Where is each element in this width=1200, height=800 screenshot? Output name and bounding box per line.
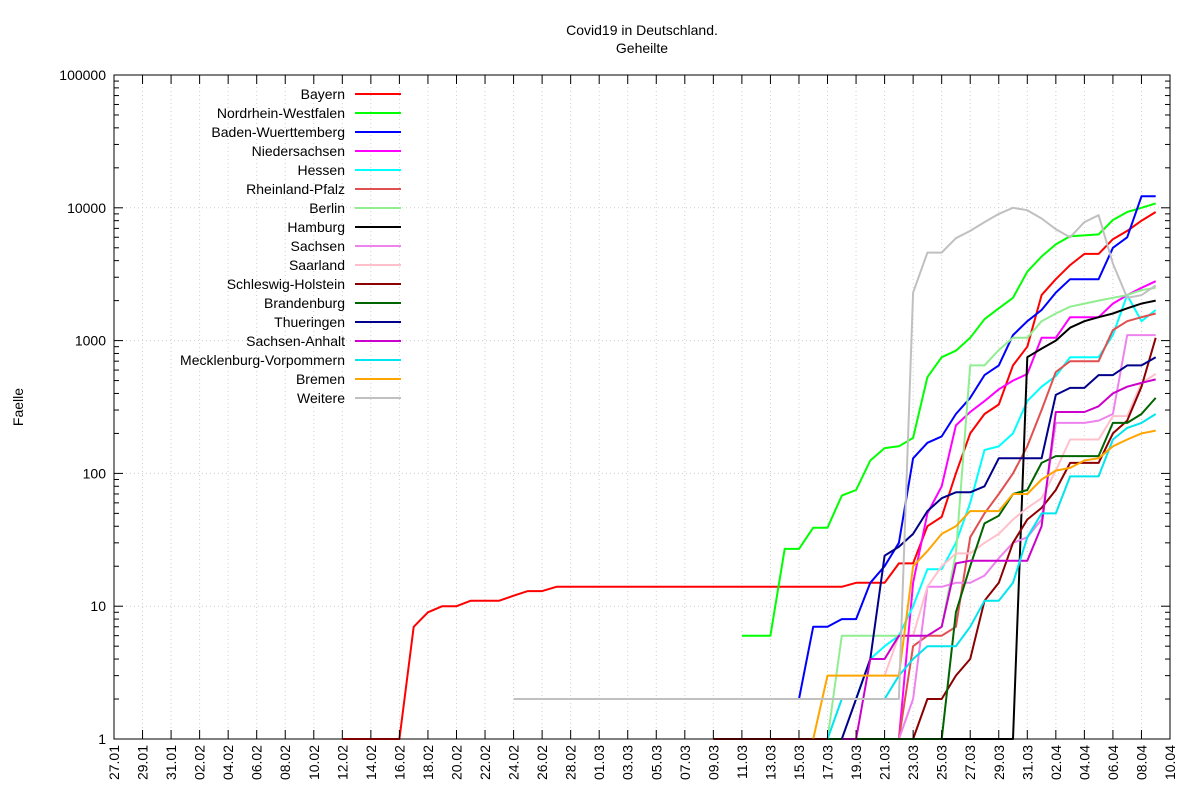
x-tick-label: 26.02 xyxy=(534,745,550,780)
x-axis: 27.01 29.01 31.01 02.02 04.02 06.02 08.02 10.02… xyxy=(106,75,1178,780)
plot-area-border xyxy=(113,74,1171,740)
legend-label-niedersachsen: Niedersachsen xyxy=(252,143,345,159)
x-tick-label: 31.03 xyxy=(1019,745,1035,780)
y-tick-label: 100000 xyxy=(59,67,106,83)
legend-label-hamburg: Hamburg xyxy=(287,219,345,235)
x-tick-label: 07.03 xyxy=(677,745,693,780)
legend: Bayern Nordrhein-Westfalen Baden-Wuerttemb… xyxy=(180,86,401,406)
series-line-weitere xyxy=(513,206,1157,700)
x-tick-label: 20.02 xyxy=(448,745,464,780)
x-tick-label: 13.03 xyxy=(762,745,778,780)
legend-label-mecklenburg-vorpommern: Mecklenburg-Vorpommern xyxy=(180,352,345,368)
x-tick-label: 18.02 xyxy=(420,745,436,780)
x-tick-label: 09.03 xyxy=(705,745,721,780)
series-line-mecklenburg-vorpommern xyxy=(826,413,1157,740)
x-tick-label: 06.04 xyxy=(1105,745,1121,780)
series-line-brandenburg xyxy=(827,397,1157,740)
legend-label-nordrhein-westfalen: Nordrhein-Westfalen xyxy=(217,105,345,121)
y-tick-label: 1 xyxy=(98,731,106,747)
x-tick-label: 29.01 xyxy=(135,745,151,780)
series-line-baden-wuerttemberg xyxy=(798,195,1156,700)
x-tick-label: 16.02 xyxy=(391,745,407,780)
x-tick-label: 15.03 xyxy=(791,745,807,780)
legend-label-schleswig-holstein: Schleswig-Holstein xyxy=(227,276,345,292)
legend-label-saarland: Saarland xyxy=(289,257,345,273)
y-tick-label: 100 xyxy=(83,465,107,481)
series-line-nordrhein-westfalen xyxy=(741,202,1156,637)
x-tick-label: 19.03 xyxy=(848,745,864,780)
legend-label-rheinland-pfalz: Rheinland-Pfalz xyxy=(246,181,345,197)
x-tick-label: 11.03 xyxy=(734,745,750,779)
x-tick-label: 21.03 xyxy=(877,745,893,780)
legend-label-baden-wuerttemberg: Baden-Wuerttemberg xyxy=(211,124,345,140)
y-axis: 1 10 100 1000 10000 100000 xyxy=(59,67,1170,747)
x-tick-label: 04.02 xyxy=(220,745,236,780)
x-tick-label: 23.03 xyxy=(905,745,921,780)
series-line-berlin xyxy=(826,286,1156,740)
x-tick-label: 31.01 xyxy=(163,745,179,780)
y-tick-label: 10000 xyxy=(67,200,106,216)
series-line-saarland xyxy=(883,373,1157,676)
x-tick-label: 01.03 xyxy=(591,745,607,780)
chart-subtitle: Geheilte xyxy=(616,40,668,56)
x-tick-label: 29.03 xyxy=(991,745,1007,780)
x-tick-label: 24.02 xyxy=(506,745,522,780)
x-tick-label: 14.02 xyxy=(363,745,379,780)
x-tick-label: 27.03 xyxy=(962,745,978,780)
chart-title: Covid19 in Deutschland. xyxy=(566,22,718,38)
series-line-schleswig-holstein xyxy=(713,337,1157,740)
x-tick-label: 10.04 xyxy=(1162,745,1178,780)
y-tick-label: 10 xyxy=(90,598,106,614)
grid xyxy=(114,75,1170,739)
legend-label-hessen: Hessen xyxy=(298,162,345,178)
x-tick-label: 17.03 xyxy=(820,745,836,780)
x-tick-label: 05.03 xyxy=(648,745,664,780)
x-tick-label: 10.02 xyxy=(306,745,322,780)
series-line-hamburg xyxy=(841,299,1156,740)
x-tick-label: 04.04 xyxy=(1076,745,1092,780)
x-tick-label: 06.02 xyxy=(249,745,265,780)
legend-label-berlin: Berlin xyxy=(309,200,345,216)
x-tick-label: 28.02 xyxy=(563,745,579,780)
series-layer xyxy=(342,195,1157,740)
series-line-thueringen xyxy=(840,356,1157,740)
legend-label-bayern: Bayern xyxy=(301,86,345,102)
series-line-bremen xyxy=(812,429,1156,740)
x-tick-label: 08.04 xyxy=(1133,745,1149,780)
x-tick-label: 27.01 xyxy=(106,745,122,780)
legend-label-sachsen-anhalt: Sachsen-Anhalt xyxy=(246,333,345,349)
x-tick-label: 02.02 xyxy=(192,745,208,780)
legend-label-thueringen: Thueringen xyxy=(274,314,345,330)
x-tick-label: 25.03 xyxy=(934,745,950,780)
legend-label-bremen: Bremen xyxy=(296,371,345,387)
series-line-rheinland-pfalz xyxy=(897,312,1156,740)
legend-label-weitere: Weitere xyxy=(297,390,345,406)
y-axis-label: Faelle xyxy=(10,388,26,426)
x-tick-label: 02.04 xyxy=(1048,745,1064,780)
legend-label-sachsen: Sachsen xyxy=(291,238,345,254)
x-tick-label: 08.02 xyxy=(277,745,293,780)
y-tick-label: 1000 xyxy=(75,333,106,349)
x-tick-label: 22.02 xyxy=(477,745,493,780)
series-line-niedersachsen xyxy=(897,280,1157,740)
x-tick-label: 12.02 xyxy=(334,745,350,780)
legend-label-brandenburg: Brandenburg xyxy=(264,295,345,311)
series-line-sachsen-anhalt xyxy=(841,378,1156,740)
series-line-bayern xyxy=(342,211,1157,740)
x-tick-label: 03.03 xyxy=(620,745,636,780)
